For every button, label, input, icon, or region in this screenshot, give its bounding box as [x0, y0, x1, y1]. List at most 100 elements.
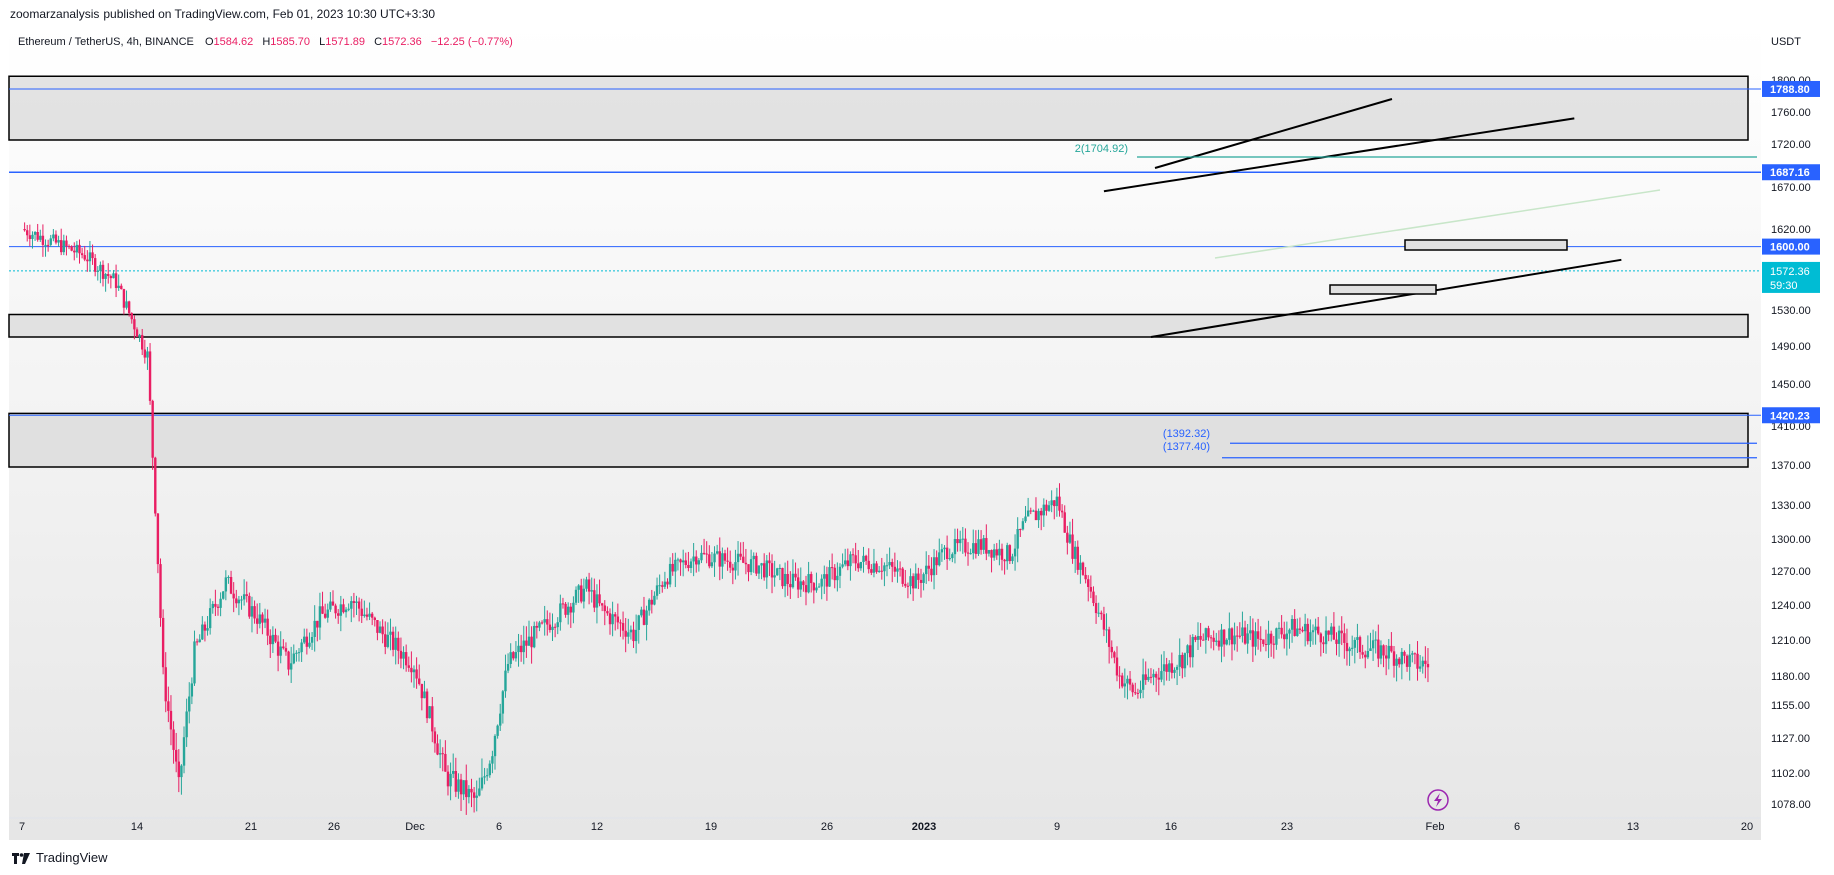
candle-body: [1021, 521, 1025, 530]
candle-body: [773, 575, 776, 578]
candle-body: [1019, 529, 1022, 531]
candle-body: [1222, 629, 1226, 645]
sr-zone[interactable]: [8, 75, 1749, 141]
candle-body: [384, 634, 387, 647]
candle-body: [598, 594, 601, 604]
candle-body: [258, 614, 262, 624]
candle-body: [1006, 545, 1009, 562]
candle-body: [674, 559, 677, 572]
candle-body: [1361, 652, 1364, 655]
candle-body: [1011, 556, 1014, 562]
candle-body: [1418, 666, 1422, 669]
y-tick-label: 1760.00: [1771, 107, 1811, 119]
y-tick-label: 1240.00: [1771, 600, 1811, 612]
candle-body: [998, 548, 1001, 556]
candle-body: [310, 636, 314, 643]
candle-body: [1416, 653, 1419, 669]
candle-body: [1186, 645, 1189, 654]
open-value: 1584.62: [214, 36, 254, 48]
candle-body: [475, 795, 478, 798]
candle-body: [1040, 510, 1043, 516]
candle-body: [1181, 654, 1184, 669]
demand-box[interactable]: [1329, 284, 1437, 295]
candle-body: [1379, 645, 1383, 659]
candle-body: [483, 776, 486, 778]
candle-body: [334, 605, 337, 614]
candle-body: [88, 252, 92, 262]
candle-body: [627, 632, 630, 637]
candle-body: [653, 595, 656, 605]
open-label: O: [205, 36, 214, 48]
candle-body: [909, 576, 912, 587]
candle-body: [519, 645, 523, 653]
candle-body: [857, 563, 860, 569]
x-tick-label: 23: [1281, 821, 1293, 833]
candle-body: [1366, 651, 1370, 658]
sr-zone[interactable]: [8, 313, 1749, 338]
candle-body: [1293, 618, 1296, 636]
candle-body: [224, 577, 228, 592]
candle-body: [721, 553, 724, 567]
trend-line[interactable]: [1103, 117, 1575, 193]
candle-body: [1050, 500, 1053, 506]
candle-body: [810, 574, 813, 584]
trend-line[interactable]: [1150, 258, 1622, 338]
candle-body: [972, 543, 975, 554]
candle-body: [538, 622, 541, 628]
candle-body: [1115, 657, 1119, 676]
candle-body: [621, 623, 625, 631]
candle-body: [344, 609, 348, 613]
y-tick-label: 1330.00: [1771, 500, 1811, 512]
candle-body: [789, 583, 792, 588]
candle-body: [655, 585, 659, 596]
candle-body: [117, 285, 120, 289]
candle-body: [83, 255, 86, 260]
candle-body: [407, 665, 410, 668]
supply-box[interactable]: [1404, 239, 1568, 251]
candle-body: [232, 593, 235, 599]
candle-body: [841, 564, 844, 567]
y-tick-label: 1490.00: [1771, 341, 1811, 353]
candle-body: [569, 606, 572, 613]
candle-body: [849, 554, 852, 567]
candle-body: [182, 737, 186, 766]
footer-brand[interactable]: TradingView: [12, 850, 108, 865]
price-badge: [1762, 407, 1820, 424]
candle-body: [1141, 674, 1145, 690]
candle-body: [1026, 510, 1030, 517]
sr-zone[interactable]: [8, 412, 1749, 468]
candle-body: [457, 779, 460, 792]
candle-body: [551, 626, 554, 631]
x-tick-label: 13: [1627, 821, 1639, 833]
candle-body: [127, 301, 131, 314]
candle-body: [1173, 669, 1176, 673]
candle-body: [1319, 633, 1323, 643]
candle-body: [339, 604, 343, 616]
candle-body: [676, 559, 680, 561]
candle-body: [940, 549, 944, 553]
author-name[interactable]: zoomarzanalysis: [10, 7, 100, 21]
candle-body: [261, 614, 264, 623]
candle-body: [517, 645, 520, 653]
candle-body: [1335, 639, 1338, 644]
lightning-icon[interactable]: [1427, 789, 1449, 811]
candle-body: [512, 652, 515, 659]
candle-body: [378, 626, 382, 633]
candle-body: [1382, 645, 1385, 656]
candle-body: [70, 246, 73, 251]
y-tick-label: 1210.00: [1771, 635, 1811, 647]
candle-body: [851, 554, 855, 556]
candle-body: [365, 614, 369, 617]
candle-body: [925, 565, 928, 575]
candle-body: [93, 258, 97, 272]
candle-body: [533, 625, 536, 648]
price-badge-label: 1600.00: [1770, 242, 1810, 254]
candle-body: [256, 618, 259, 624]
candle-body: [590, 590, 593, 592]
candle-body: [23, 229, 26, 231]
candle-body: [1024, 516, 1027, 522]
candle-body: [28, 235, 32, 239]
candle-body: [833, 567, 836, 581]
x-tick-label: 20: [1741, 821, 1753, 833]
